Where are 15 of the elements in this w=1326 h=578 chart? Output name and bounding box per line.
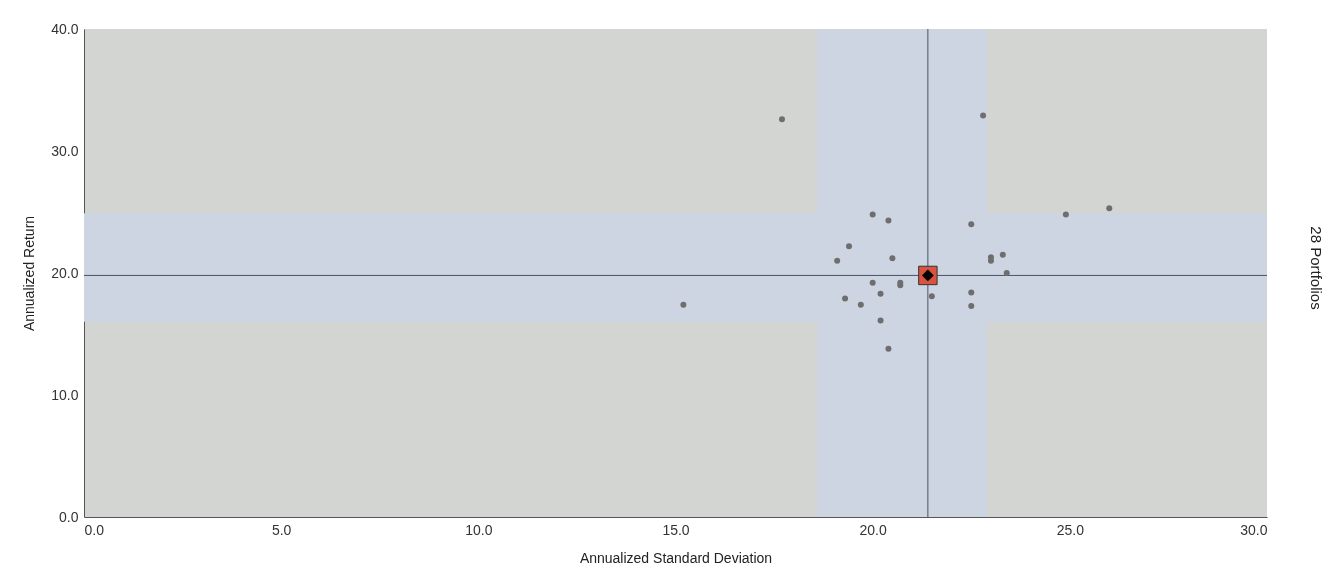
x-tick-label: 25.0 <box>1056 521 1085 538</box>
text: 28 Portfolios <box>1307 226 1325 310</box>
y-tick-label: 20.0 <box>51 264 79 281</box>
y-tick-label: 30.0 <box>51 142 79 159</box>
x-tick-label: 30.0 <box>1240 521 1268 538</box>
x-axis-title: Annualized Standard Deviation <box>579 549 773 566</box>
y-axis-title: Annualized Return <box>21 215 38 332</box>
x-tick-label: 10.0 <box>465 521 493 538</box>
x-tick-label: 15.0 <box>662 521 690 538</box>
y-tick-label: 10.0 <box>51 386 79 403</box>
x-tick-label: 5.0 <box>271 521 292 538</box>
y-tick-label: 40.0 <box>51 20 79 37</box>
y-tick-label: 0.0 <box>59 508 79 525</box>
x-tick-label: 20.0 <box>859 521 887 538</box>
x-tick-label: 0.0 <box>84 521 105 538</box>
